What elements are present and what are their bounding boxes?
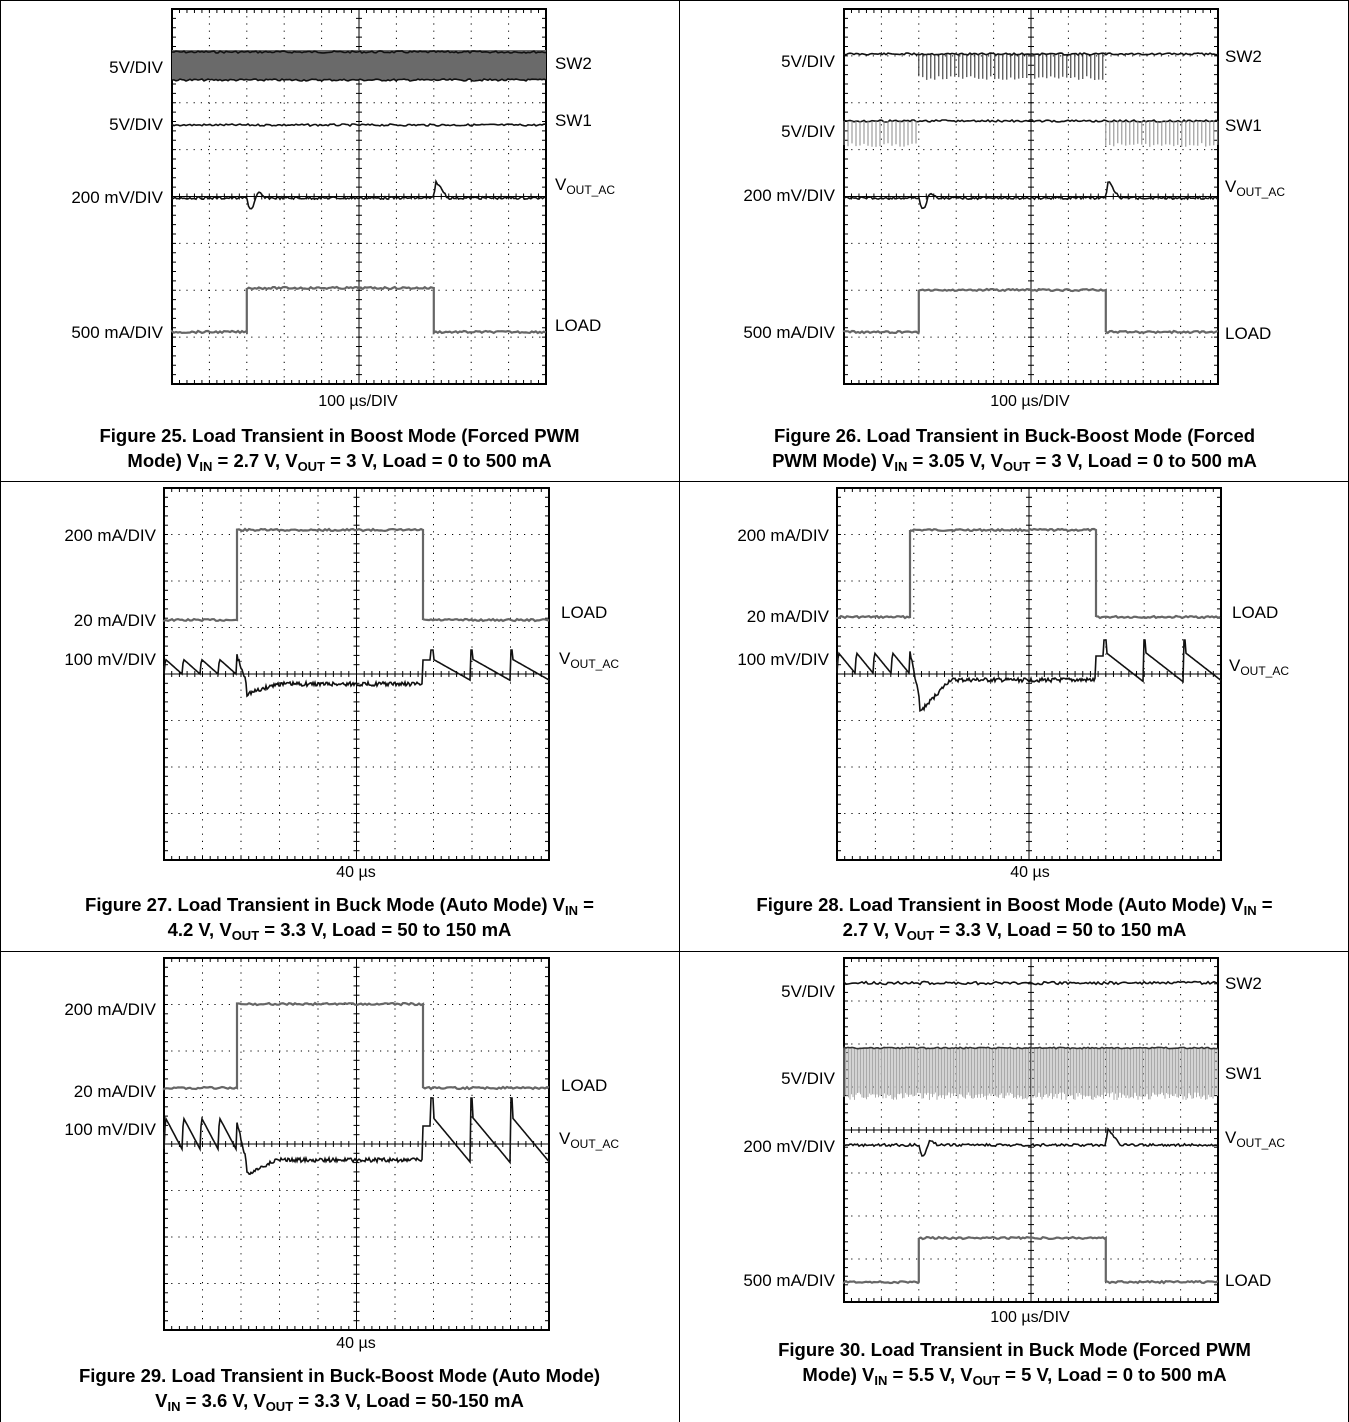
figure-caption: Figure 25. Load Transient in Boost Mode … [99,425,580,474]
channel-scale: 500 mA/DIV [743,1271,835,1290]
table-border-row2 [0,951,1349,952]
load-trace [842,1235,1219,1285]
channel-name: SW2 [555,54,592,73]
plot-frame [843,957,1219,1303]
channel-scale: 5V/DIV [781,982,835,1001]
scope-plot [170,8,547,385]
figure-26: 5V/DIV 5V/DIV 200 mV/DIV 500 mA/DIV SW2 … [680,0,1349,481]
scope-plot [162,487,550,861]
vout-trace [171,178,546,210]
scope-plot [835,487,1222,861]
channel-scale: 100 mV/DIV [64,650,156,669]
channel-name: SW1 [555,111,592,130]
sw2-trace-low [171,78,547,82]
scope-plot [842,8,1219,385]
channel-name: VOUT_AC [555,175,616,197]
vout-trace [836,639,1222,713]
channel-name: VOUT_AC [559,1129,620,1151]
figure-25: 5V/DIV 5V/DIV 200 mV/DIV 500 mA/DIV SW2 … [0,0,679,481]
plot-frame [171,8,547,385]
figure-caption: Figure 29. Load Transient in Buck-Boost … [78,1365,601,1414]
channel-scale: 5V/DIV [781,122,835,141]
channel-scale: 5V/DIV [781,1069,835,1088]
channel-scale: 20 mA/DIV [73,1082,156,1101]
figure-27: 200 mA/DIV 20 mA/DIV 100 mV/DIV LOAD VOU… [0,482,679,951]
scope-plot [842,957,1219,1303]
x-axis-label: 100 µs/DIV [318,393,398,410]
table-border-left [0,0,1,1422]
load-trace [162,527,550,623]
channel-name: SW1 [1225,1064,1262,1083]
channel-scale: 20 mA/DIV [73,611,156,630]
channel-scale: 500 mA/DIV [71,323,163,342]
load-trace [842,287,1219,335]
table-border-row1 [0,481,1349,482]
channel-name: LOAD [561,1076,608,1095]
channel-name: SW1 [1225,116,1262,135]
scope-plot [162,957,550,1331]
channel-scale: 5V/DIV [109,115,163,134]
channel-scale: 20 mA/DIV [746,607,829,626]
channel-scale: 200 mA/DIV [64,1000,156,1019]
sw1-switching [843,121,917,147]
channel-name: VOUT_AC [1229,656,1290,678]
sw2-band [172,50,546,80]
load-trace [170,285,547,335]
sw2-trace [843,979,1219,986]
sw2-trace [843,52,1219,57]
vout-trace [163,649,550,698]
channel-name: LOAD [1225,1271,1272,1290]
sw1-trace [171,123,547,128]
vout-trace [843,181,1219,210]
sw2-switching [918,54,1104,80]
channel-name: LOAD [1225,324,1272,343]
x-axis-label: 40 µs [1010,864,1050,881]
plot-frame [843,8,1219,385]
x-axis-label: 100 µs/DIV [990,1309,1070,1326]
channel-name: LOAD [561,603,608,622]
channel-name: SW2 [1225,47,1262,66]
vout-trace [163,1097,550,1176]
figure-caption: Figure 30. Load Transient in Buck Mode (… [778,1339,1251,1388]
channel-name: SW2 [1225,974,1262,993]
load-trace [162,1001,550,1091]
x-axis-label: 40 µs [336,864,376,881]
channel-scale: 200 mA/DIV [737,526,829,545]
channel-scale: 5V/DIV [109,58,163,77]
plot-frame [836,487,1222,861]
figure-30: 5V/DIV 5V/DIV 200 mV/DIV 500 mA/DIV SW2 … [680,952,1349,1422]
channel-name: VOUT_AC [1225,177,1286,199]
x-axis-label: 40 µs [336,1335,376,1352]
channel-scale: 200 mA/DIV [64,526,156,545]
x-axis-label: 100 µs/DIV [990,393,1070,410]
figure-caption: Figure 27. Load Transient in Buck Mode (… [85,894,594,943]
channel-name: LOAD [555,316,602,335]
sw1-trace [843,118,1219,123]
table-border-mid [679,0,680,1422]
vout-trace [843,1127,1218,1157]
sw2-trace [171,50,547,54]
load-trace [835,527,1221,620]
channel-scale: 500 mA/DIV [743,323,835,342]
channel-scale: 200 mV/DIV [71,188,163,207]
figure-28: 200 mA/DIV 20 mA/DIV 100 mV/DIV LOAD VOU… [680,482,1349,951]
sw1-switching [843,1048,1218,1100]
channel-scale: 100 mV/DIV [64,1120,156,1139]
sw1-switching [1105,121,1219,147]
channel-name: VOUT_AC [559,649,620,671]
channel-scale: 5V/DIV [781,52,835,71]
sw1-trace [843,1046,1219,1050]
channel-scale: 200 mV/DIV [743,186,835,205]
table-border-top [0,0,1349,1]
channel-scale: 200 mV/DIV [743,1137,835,1156]
channel-name: LOAD [1232,603,1279,622]
figure-caption: Figure 26. Load Transient in Buck-Boost … [772,425,1257,474]
figure-29: 200 mA/DIV 20 mA/DIV 100 mV/DIV LOAD VOU… [0,952,679,1422]
figure-caption: Figure 28. Load Transient in Boost Mode … [756,894,1273,943]
channel-scale: 100 mV/DIV [737,650,829,669]
channel-name: VOUT_AC [1225,1128,1286,1150]
